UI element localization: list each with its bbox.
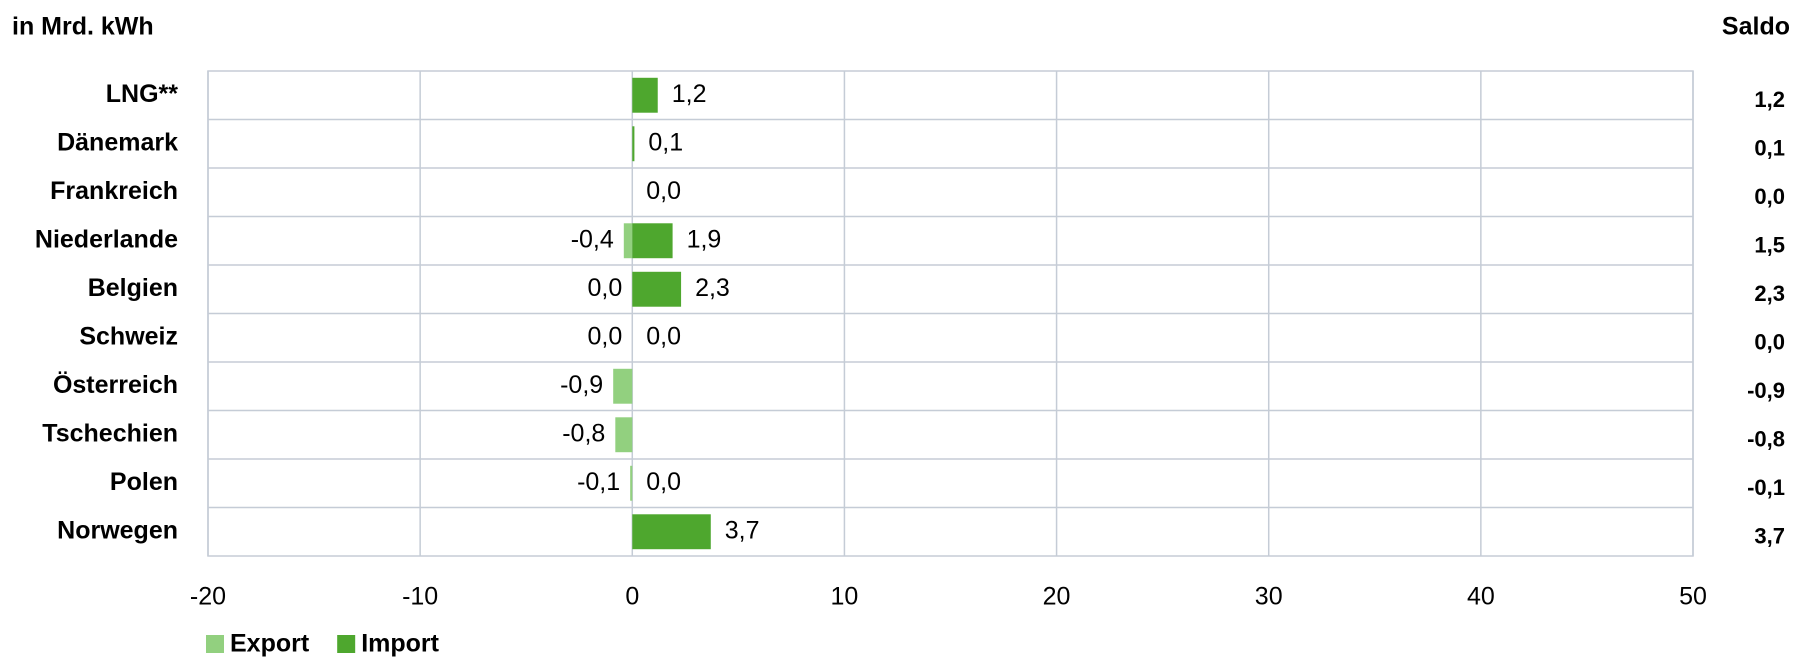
saldo-label: -0,8 bbox=[1747, 427, 1785, 452]
x-tick-label: 30 bbox=[1255, 583, 1283, 611]
saldo-label: 2,3 bbox=[1754, 281, 1785, 306]
bar bbox=[632, 126, 635, 162]
x-tick-label: 20 bbox=[1043, 583, 1071, 611]
bar bbox=[632, 514, 711, 550]
y-tick-label: Tschechien bbox=[42, 419, 178, 447]
data-label: -0,1 bbox=[577, 468, 620, 496]
data-label: 3,7 bbox=[725, 516, 760, 544]
data-label: 0,0 bbox=[588, 322, 623, 350]
data-label: 0,0 bbox=[646, 322, 681, 350]
data-label: 1,2 bbox=[672, 80, 707, 108]
data-label: -0,8 bbox=[562, 419, 605, 447]
data-label: 0,0 bbox=[646, 177, 681, 205]
saldo-label: 1,5 bbox=[1754, 233, 1785, 258]
legend-swatch bbox=[206, 635, 224, 653]
y-tick-label: Frankreich bbox=[50, 177, 178, 205]
saldo-label: 0,1 bbox=[1754, 136, 1785, 161]
legend-swatch bbox=[337, 635, 356, 653]
saldo-label: 0,0 bbox=[1754, 330, 1785, 355]
y-tick-label: LNG** bbox=[106, 80, 179, 108]
bar bbox=[632, 77, 658, 113]
data-label: 1,9 bbox=[687, 225, 722, 253]
legend-label: Export bbox=[230, 630, 310, 658]
bar bbox=[615, 417, 633, 453]
bar bbox=[632, 271, 682, 307]
data-label: 0,1 bbox=[648, 128, 683, 156]
data-label: 0,0 bbox=[588, 274, 623, 302]
y-tick-label: Belgien bbox=[88, 274, 178, 302]
saldo-title: Saldo bbox=[1722, 13, 1790, 41]
y-tick-label: Niederlande bbox=[35, 225, 178, 253]
bar bbox=[630, 465, 633, 501]
saldo-label: 0,0 bbox=[1754, 184, 1785, 209]
chart-title: in Mrd. kWh bbox=[12, 13, 154, 41]
x-tick-label: -10 bbox=[402, 583, 438, 611]
x-tick-label: -20 bbox=[190, 583, 226, 611]
x-tick-label: 40 bbox=[1467, 583, 1495, 611]
bar bbox=[613, 368, 633, 404]
y-tick-label: Schweiz bbox=[79, 322, 178, 350]
y-tick-label: Polen bbox=[110, 468, 178, 496]
saldo-label: -0,9 bbox=[1747, 378, 1785, 403]
y-tick-label: Österreich bbox=[53, 370, 178, 399]
y-tick-label: Dänemark bbox=[57, 128, 178, 156]
legend-label: Import bbox=[361, 630, 439, 658]
data-label: -0,9 bbox=[560, 371, 603, 399]
bar bbox=[632, 223, 673, 259]
saldo-label: 3,7 bbox=[1754, 524, 1785, 549]
y-tick-label: Norwegen bbox=[57, 516, 178, 544]
data-label: 2,3 bbox=[695, 274, 730, 302]
bar bbox=[623, 223, 633, 259]
x-tick-label: 50 bbox=[1679, 583, 1707, 611]
x-tick-label: 0 bbox=[625, 583, 639, 611]
data-label: -0,4 bbox=[571, 225, 614, 253]
saldo-label: -0,1 bbox=[1747, 475, 1785, 500]
data-label: 0,0 bbox=[646, 468, 681, 496]
saldo-label: 1,2 bbox=[1754, 87, 1785, 112]
x-tick-label: 10 bbox=[831, 583, 859, 611]
